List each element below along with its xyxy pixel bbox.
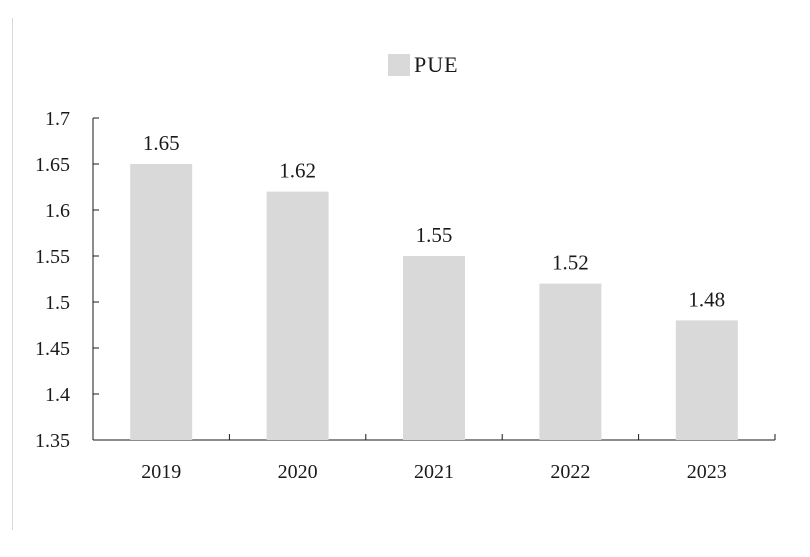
bar-2021 bbox=[403, 256, 465, 440]
bar-2020 bbox=[266, 191, 329, 440]
data-labels: 1.65 1.62 1.55 1.52 1.48 bbox=[143, 131, 725, 311]
y-tick-label: 1.65 bbox=[35, 154, 70, 176]
y-tick-label: 1.4 bbox=[45, 384, 70, 406]
bar-2019 bbox=[130, 164, 193, 440]
y-tick-label: 1.45 bbox=[35, 338, 70, 360]
x-tick-label-2019: 2019 bbox=[141, 461, 181, 483]
bar-2023 bbox=[675, 320, 738, 440]
x-axis: 2019 2020 2021 2022 2023 bbox=[92, 434, 776, 483]
y-tick-label: 1.55 bbox=[35, 246, 70, 268]
x-tick-label-2020: 2020 bbox=[278, 461, 318, 483]
x-tick-label-2023: 2023 bbox=[687, 461, 727, 483]
page-left-rule bbox=[12, 18, 13, 530]
bars bbox=[130, 164, 738, 440]
legend-label-pue: PUE bbox=[414, 52, 459, 77]
data-label-2021: 1.55 bbox=[416, 223, 453, 247]
data-label-2020: 1.62 bbox=[279, 159, 316, 183]
legend-swatch-pue bbox=[388, 54, 410, 76]
y-axis: 1.35 1.4 1.45 1.5 1.55 1.6 1.65 1.7 bbox=[35, 108, 99, 452]
y-tick-label: 1.35 bbox=[35, 430, 70, 452]
data-label-2019: 1.65 bbox=[143, 131, 180, 155]
data-label-2023: 1.48 bbox=[688, 287, 725, 311]
bar-2022 bbox=[539, 283, 602, 440]
x-tick-label-2021: 2021 bbox=[414, 461, 454, 483]
y-tick-label: 1.6 bbox=[45, 200, 70, 222]
data-label-2022: 1.52 bbox=[552, 251, 589, 275]
y-tick-label: 1.5 bbox=[45, 292, 70, 314]
chart-legend: PUE bbox=[388, 52, 459, 78]
x-tick-label-2022: 2022 bbox=[550, 461, 590, 483]
y-tick-label: 1.7 bbox=[45, 108, 70, 130]
